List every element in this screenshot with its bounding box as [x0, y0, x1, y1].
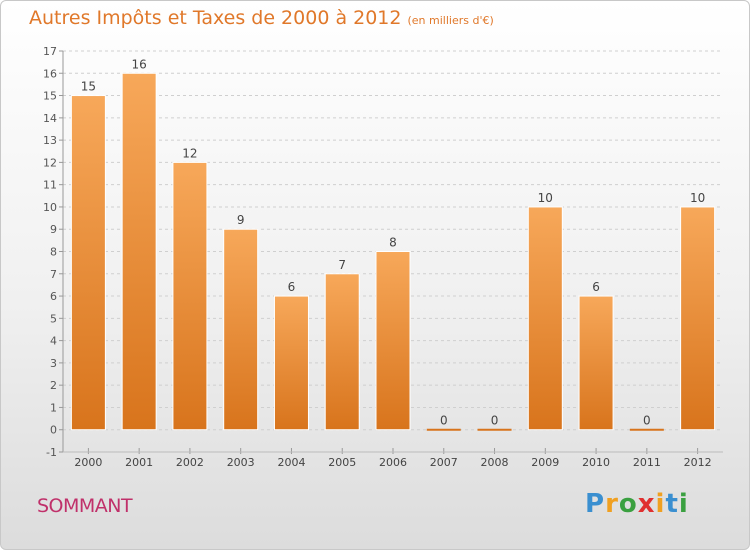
- y-tick-label: 12: [43, 156, 57, 169]
- x-axis-ticks: 2000 2001 2002 2003 2004 2005 2006 2007 2008 2009…: [63, 448, 723, 469]
- x-tick-label-2009: 2009: [531, 456, 559, 469]
- y-tick-label: 11: [43, 179, 57, 192]
- data-label-2001: 16: [132, 57, 147, 71]
- proxiti-logo[interactable]: Proxiti: [585, 489, 689, 519]
- bar-2006: [375, 251, 411, 431]
- data-label-2002: 12: [182, 146, 197, 160]
- data-labels: 15 16 12 9 6 7 8 0 0 10 6 0 10: [81, 57, 706, 427]
- bar-2003: [223, 228, 259, 431]
- y-tick-label: 1: [50, 401, 57, 414]
- logo-letter: o: [618, 489, 638, 519]
- y-tick-label: 14: [43, 112, 57, 125]
- x-tick-label-2008: 2008: [481, 456, 509, 469]
- x-tick-label-2005: 2005: [328, 456, 356, 469]
- data-label-2000: 15: [81, 80, 96, 94]
- y-tick-label: 17: [43, 45, 57, 58]
- bar-2005: [324, 273, 360, 431]
- chart-title: Autres Impôts et Taxes de 2000 à 2012 (en…: [29, 7, 494, 29]
- x-tick-label-2002: 2002: [176, 456, 204, 469]
- x-tick-label-2007: 2007: [430, 456, 458, 469]
- y-tick-label: 13: [43, 134, 57, 147]
- chart-title-text: Autres Impôts et Taxes de 2000 à 2012: [29, 7, 402, 29]
- y-tick-label: 15: [43, 90, 57, 103]
- y-tick-label: 5: [50, 312, 57, 325]
- data-label-2011: 0: [643, 414, 651, 428]
- x-tick-label-2012: 2012: [684, 456, 712, 469]
- logo-letter: r: [605, 489, 619, 519]
- y-tick-label: -1: [46, 446, 57, 459]
- bar-2009: [527, 206, 563, 431]
- bar-2002: [172, 161, 208, 431]
- logo-letter: i: [678, 489, 689, 519]
- bar-2001: [121, 72, 157, 431]
- x-tick-label-2004: 2004: [277, 456, 305, 469]
- bar-2004: [273, 295, 309, 431]
- y-tick-label: 8: [50, 246, 57, 259]
- y-tick-label: 7: [50, 268, 57, 281]
- bar-2012: [680, 206, 716, 431]
- bar-2010: [578, 295, 614, 431]
- logo-letter: P: [585, 489, 606, 519]
- data-label-2008: 0: [491, 414, 499, 428]
- y-tick-label: 3: [50, 357, 57, 370]
- bars: [70, 72, 716, 431]
- data-label-2005: 7: [338, 258, 346, 272]
- x-tick-label-2010: 2010: [582, 456, 610, 469]
- data-label-2009: 10: [538, 191, 553, 205]
- chart-subtitle: (en milliers d'€): [407, 14, 494, 27]
- logo-letter: i: [655, 489, 666, 519]
- y-tick-label: 9: [50, 223, 57, 236]
- x-tick-label-2006: 2006: [379, 456, 407, 469]
- x-tick-label-2003: 2003: [227, 456, 255, 469]
- data-label-2004: 6: [288, 280, 296, 294]
- data-label-2003: 9: [237, 213, 245, 227]
- commune-name: SOMMANT: [37, 495, 133, 517]
- logo-letter: x: [637, 489, 656, 519]
- logo-letter: t: [665, 489, 679, 519]
- y-tick-label: 16: [43, 67, 57, 80]
- y-tick-label: 6: [50, 290, 57, 303]
- bar-2000: [70, 95, 106, 431]
- data-label-2012: 10: [690, 191, 705, 205]
- y-tick-label: 10: [43, 201, 57, 214]
- y-tick-label: 2: [50, 379, 57, 392]
- x-tick-label-2011: 2011: [633, 456, 661, 469]
- data-label-2010: 6: [592, 280, 600, 294]
- x-tick-label-2000: 2000: [74, 456, 102, 469]
- data-label-2007: 0: [440, 414, 448, 428]
- y-tick-label: 0: [50, 424, 57, 437]
- x-tick-label-2001: 2001: [125, 456, 153, 469]
- data-label-2006: 8: [389, 236, 397, 250]
- y-tick-label: 4: [50, 335, 57, 348]
